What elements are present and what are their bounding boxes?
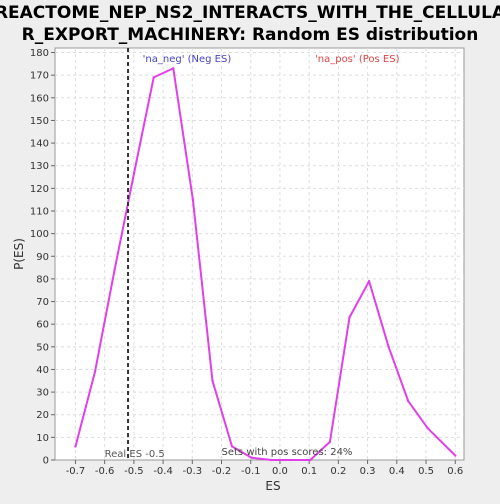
data-point <box>269 458 273 462</box>
x-tick-label: -0.2 <box>212 466 232 477</box>
axes: 0 10 20 30 40 50 60 70 80 90 100 110 120 130 140 150 160… <box>30 48 463 477</box>
x-tick-label: 0.1 <box>301 466 317 477</box>
y-tick-label: 80 <box>36 274 49 285</box>
x-tick-label: -0.4 <box>153 466 173 477</box>
x-tick-label: 0.6 <box>447 466 463 477</box>
data-point <box>152 76 155 79</box>
pos-scores-annotation: Sets with pos scores: 24% <box>222 447 353 458</box>
y-tick-label: 140 <box>30 139 49 150</box>
chart-title-line-1: REACTOME_NEP_NS2_INTERACTS_WITH_THE_CELL… <box>0 3 500 23</box>
y-tick-label: 160 <box>30 93 49 104</box>
data-point <box>172 67 175 70</box>
x-tick-label: 0.2 <box>330 466 346 477</box>
data-point <box>328 440 332 444</box>
data-point <box>407 399 410 403</box>
y-tick-label: 10 <box>36 433 49 444</box>
y-tick-label: 130 <box>30 161 49 172</box>
y-tick-label: 120 <box>30 184 49 195</box>
y-tick-label: 20 <box>36 410 49 421</box>
y-axis-label: P(ES) <box>12 238 26 270</box>
data-point <box>132 171 136 174</box>
y-tick-label: 180 <box>30 48 49 59</box>
data-point <box>93 370 97 373</box>
y-tick-label: 100 <box>30 229 49 240</box>
x-tick-label: -0.7 <box>66 466 86 477</box>
pos-es-annotation: 'na_pos' (Pos ES) <box>315 54 400 65</box>
data-point <box>250 456 253 459</box>
x-axis-label: ES <box>265 479 280 493</box>
data-point <box>211 379 214 382</box>
data-point <box>289 458 292 462</box>
x-tick-label: 0.5 <box>418 466 434 477</box>
y-tick-label: 60 <box>36 320 49 331</box>
data-point <box>348 316 351 319</box>
y-tick-label: 30 <box>36 388 49 399</box>
x-tick-label: -0.6 <box>95 466 115 477</box>
y-tick-label: 40 <box>36 365 49 376</box>
y-tick-label: 170 <box>30 71 49 82</box>
chart-title-line-2: R_EXPORT_MACHINERY: Random ES distributi… <box>22 25 479 45</box>
x-tick-label: 0.3 <box>360 466 376 477</box>
plot-area <box>54 47 465 461</box>
data-point <box>74 445 77 448</box>
grid-lines <box>55 48 464 460</box>
x-tick-label: -0.5 <box>124 466 144 477</box>
y-tick-label: 110 <box>30 206 49 217</box>
y-tick-label: 70 <box>36 297 49 308</box>
real-es-annotation: Real ES -0.5 <box>105 449 165 460</box>
y-tick-label: 90 <box>36 252 49 263</box>
data-point <box>113 268 116 272</box>
x-tick-label: 0.0 <box>272 466 288 477</box>
data-point <box>309 458 312 462</box>
es-distribution-line <box>74 67 456 461</box>
y-tick-label: 50 <box>36 342 49 353</box>
annotation-layer: 'na_neg' (Neg ES) 'na_pos' (Pos ES) Real E… <box>105 48 400 460</box>
data-point <box>367 279 371 283</box>
y-tick-label: 0 <box>43 456 49 467</box>
neg-es-annotation: 'na_neg' (Neg ES) <box>143 54 232 65</box>
data-point <box>230 445 234 448</box>
series-layer <box>74 67 457 462</box>
x-tick-label: -0.3 <box>183 466 203 477</box>
data-point <box>387 345 390 349</box>
data-point <box>426 427 429 430</box>
x-tick-label: 0.4 <box>389 466 405 477</box>
data-point <box>191 198 195 201</box>
data-point <box>454 454 457 457</box>
y-tick-label: 150 <box>30 116 49 127</box>
x-tick-label: -0.1 <box>241 466 261 477</box>
